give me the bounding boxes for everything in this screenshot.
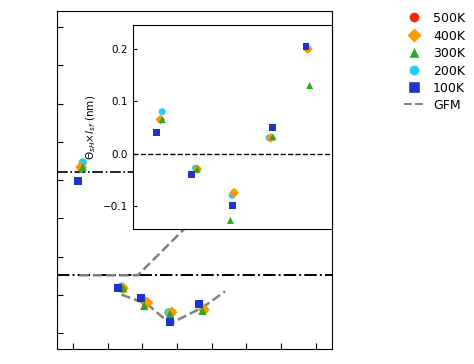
Point (79, 165, 87, 170)
Point (230, 190, 238, 195)
Point (193, 166, 201, 172)
Point (228, 203, 236, 209)
Point (74, 178, 82, 184)
Point (189, 142, 197, 148)
Point (195, 301, 203, 307)
Point (118, 284, 125, 289)
Point (309, 103, 316, 109)
Point (225, 147, 232, 153)
Point (228, 193, 236, 198)
Point (140, 303, 148, 309)
Point (225, 147, 232, 153)
Point (267, 135, 275, 141)
Point (193, 166, 201, 172)
Point (168, 309, 175, 315)
Point (267, 135, 275, 141)
Point (166, 311, 174, 317)
Point (221, 145, 229, 151)
Point (304, 46, 311, 52)
Point (195, 301, 203, 307)
Point (153, 130, 161, 135)
Point (188, 171, 195, 177)
Point (304, 46, 311, 52)
Point (115, 285, 122, 291)
Point (265, 135, 273, 141)
Point (315, 110, 323, 115)
Point (192, 142, 200, 148)
Point (186, 131, 193, 136)
Point (302, 43, 310, 49)
Point (156, 116, 164, 122)
Point (306, 83, 313, 88)
Point (230, 190, 238, 195)
Point (119, 285, 127, 291)
Point (223, 145, 230, 151)
Point (164, 309, 172, 315)
Point (226, 147, 234, 153)
Point (200, 307, 208, 313)
Point (269, 134, 277, 140)
Point (158, 116, 166, 122)
Point (77, 165, 85, 170)
Point (199, 308, 206, 314)
Point (139, 297, 146, 302)
Legend: 500K, 400K, 300K, 200K, 100K, GFM: 500K, 400K, 300K, 200K, 100K, GFM (402, 10, 468, 115)
Point (156, 116, 164, 122)
Point (312, 106, 319, 112)
Point (79, 159, 87, 165)
Point (144, 300, 151, 306)
Point (168, 309, 175, 315)
Point (191, 142, 198, 148)
Point (137, 295, 145, 301)
Point (200, 307, 208, 313)
Point (118, 285, 125, 291)
Point (304, 46, 311, 52)
Point (119, 285, 127, 291)
Point (166, 319, 174, 325)
Point (192, 142, 200, 148)
Point (142, 300, 150, 306)
Point (269, 124, 277, 130)
Point (193, 166, 201, 172)
Point (305, 88, 313, 94)
Point (227, 218, 234, 223)
Y-axis label: $\Theta_{sH}$$\times$$l_{sf}$ (nm): $\Theta_{sH}$$\times$$l_{sf}$ (nm) (85, 95, 99, 160)
Point (313, 108, 321, 114)
Point (77, 165, 85, 170)
Point (158, 109, 166, 115)
Point (191, 165, 199, 171)
